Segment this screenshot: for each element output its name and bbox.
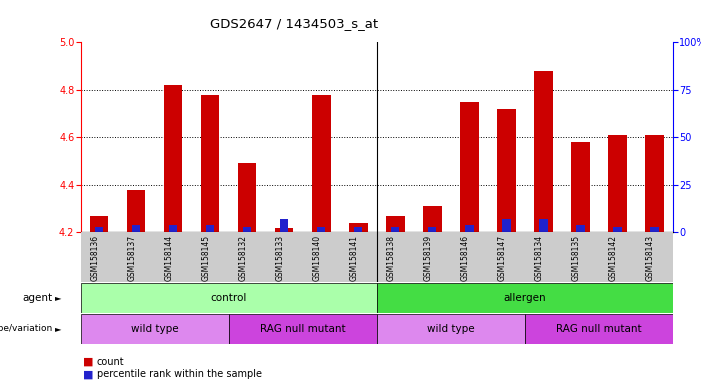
Bar [386, 216, 404, 232]
Bar [164, 85, 182, 232]
Text: wild type: wild type [427, 324, 475, 334]
Text: GSM158138: GSM158138 [386, 235, 395, 281]
Bar [645, 135, 664, 232]
Bar [608, 135, 627, 232]
Text: percentile rank within the sample: percentile rank within the sample [97, 369, 261, 379]
Text: GSM158141: GSM158141 [349, 235, 358, 281]
Bar [81, 314, 229, 344]
Text: ►: ► [55, 324, 61, 333]
Bar [354, 227, 362, 232]
Bar [206, 225, 215, 232]
Bar [465, 225, 473, 232]
Bar [95, 227, 103, 232]
Bar [497, 109, 516, 232]
Text: allergen: allergen [503, 293, 546, 303]
Text: RAG null mutant: RAG null mutant [260, 324, 346, 334]
Text: GSM158147: GSM158147 [498, 235, 506, 281]
Bar [201, 94, 219, 232]
Text: genotype/variation: genotype/variation [0, 324, 53, 333]
Bar [169, 225, 177, 232]
Bar [460, 102, 479, 232]
Text: ■: ■ [83, 369, 93, 379]
Text: ■: ■ [83, 357, 93, 367]
Bar [90, 216, 109, 232]
Bar [428, 227, 437, 232]
Bar [243, 227, 252, 232]
Bar [391, 227, 400, 232]
Bar [576, 225, 585, 232]
Text: RAG null mutant: RAG null mutant [556, 324, 641, 334]
Bar [423, 206, 442, 232]
Text: GDS2647 / 1434503_s_at: GDS2647 / 1434503_s_at [210, 17, 379, 30]
Bar [127, 190, 145, 232]
Bar [349, 223, 367, 232]
Bar [377, 283, 673, 313]
Bar [317, 227, 325, 232]
Bar [132, 225, 140, 232]
Bar [275, 228, 294, 232]
Text: GSM158135: GSM158135 [571, 235, 580, 281]
Bar [534, 71, 552, 232]
Text: GSM158143: GSM158143 [646, 235, 655, 281]
Bar [525, 314, 673, 344]
Bar [539, 219, 547, 232]
Text: GSM158134: GSM158134 [534, 235, 543, 281]
Text: count: count [97, 357, 124, 367]
Text: GSM158139: GSM158139 [423, 235, 433, 281]
Bar [651, 227, 659, 232]
Text: control: control [210, 293, 247, 303]
Text: GSM158146: GSM158146 [461, 235, 470, 281]
Bar [502, 219, 510, 232]
Bar [571, 142, 590, 232]
Text: GSM158132: GSM158132 [238, 235, 247, 281]
Text: GSM158144: GSM158144 [164, 235, 173, 281]
Text: agent: agent [22, 293, 53, 303]
Text: wild type: wild type [131, 324, 179, 334]
Text: GSM158133: GSM158133 [275, 235, 284, 281]
Bar [613, 227, 622, 232]
Text: GSM158136: GSM158136 [90, 235, 99, 281]
Bar [280, 219, 288, 232]
Text: GSM158145: GSM158145 [201, 235, 210, 281]
Text: GSM158142: GSM158142 [608, 235, 618, 281]
Bar [229, 314, 377, 344]
Text: ►: ► [55, 293, 61, 303]
Bar [238, 164, 257, 232]
Bar [81, 283, 377, 313]
Text: GSM158140: GSM158140 [312, 235, 321, 281]
Text: GSM158137: GSM158137 [127, 235, 136, 281]
Bar [377, 314, 525, 344]
Bar [312, 94, 330, 232]
